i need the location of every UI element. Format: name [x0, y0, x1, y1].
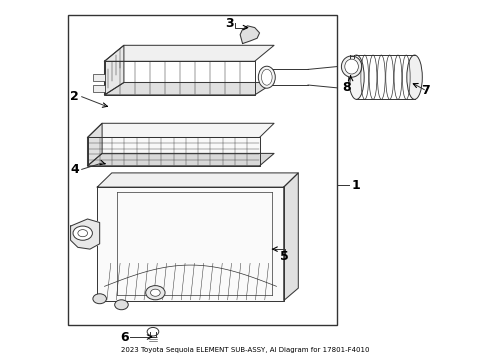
Polygon shape [88, 153, 274, 166]
Bar [94, 74, 105, 81]
Ellipse shape [349, 55, 364, 99]
Text: 1: 1 [352, 179, 360, 192]
Ellipse shape [345, 59, 358, 74]
Text: 8: 8 [343, 81, 351, 94]
Circle shape [93, 294, 106, 304]
Polygon shape [97, 187, 284, 301]
Ellipse shape [262, 69, 272, 85]
Ellipse shape [342, 56, 362, 77]
Polygon shape [104, 45, 124, 95]
Circle shape [115, 300, 128, 310]
Polygon shape [104, 82, 274, 95]
Polygon shape [88, 123, 102, 166]
Circle shape [147, 328, 159, 336]
Circle shape [73, 226, 93, 240]
Text: 5: 5 [280, 251, 289, 264]
Circle shape [146, 285, 165, 300]
Polygon shape [104, 45, 274, 61]
Bar [68, 15, 337, 325]
Text: 2: 2 [70, 90, 79, 103]
Text: 4: 4 [70, 163, 79, 176]
Polygon shape [88, 123, 274, 138]
Polygon shape [88, 138, 260, 166]
Circle shape [78, 230, 88, 237]
Polygon shape [240, 26, 260, 44]
Bar [94, 85, 105, 92]
Polygon shape [97, 173, 298, 187]
Text: 3: 3 [225, 17, 234, 30]
Text: 7: 7 [421, 84, 430, 97]
Polygon shape [71, 219, 99, 249]
Circle shape [150, 289, 160, 296]
Polygon shape [104, 61, 255, 95]
Text: 6: 6 [121, 331, 129, 344]
Polygon shape [284, 173, 298, 301]
Ellipse shape [407, 55, 422, 99]
Text: 2023 Toyota Sequoia ELEMENT SUB-ASSY, AI Diagram for 17801-F4010: 2023 Toyota Sequoia ELEMENT SUB-ASSY, AI… [121, 347, 369, 353]
Ellipse shape [258, 66, 275, 88]
